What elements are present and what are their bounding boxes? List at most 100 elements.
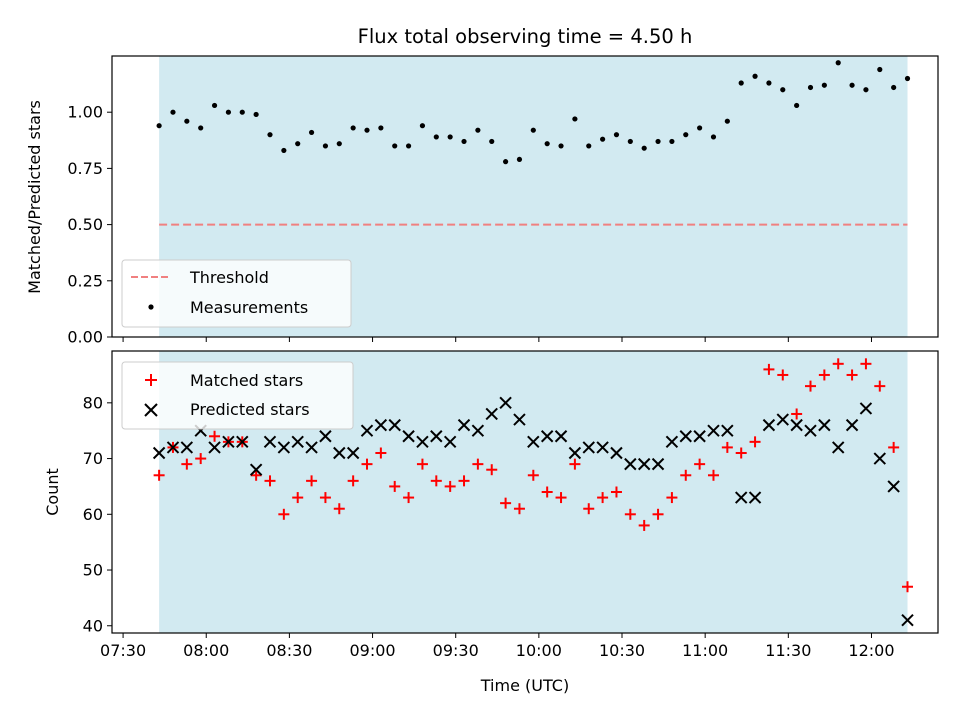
matched-point [250, 469, 262, 481]
x-tick-label: 07:30 [100, 641, 146, 660]
bottom-y-tick-label: 80 [83, 393, 103, 412]
measurement-point [780, 87, 786, 93]
matched-point [721, 441, 733, 453]
measurement-point [724, 118, 730, 124]
measurement-point [766, 80, 772, 86]
measurement-point [405, 143, 412, 149]
measurement-point [308, 129, 315, 136]
matched-point [777, 369, 789, 381]
measurement-point [281, 147, 287, 154]
x-tick-label: 09:30 [433, 641, 479, 660]
x-tick-label: 11:00 [682, 641, 728, 660]
predicted-point [236, 435, 249, 449]
matched-point [513, 503, 525, 515]
measurement-point [683, 132, 689, 138]
measurement-point [170, 109, 176, 115]
matched-point [333, 503, 345, 515]
measurement-point [807, 84, 814, 91]
predicted-point [693, 430, 706, 443]
measurement-point [600, 136, 606, 142]
measurement-point [502, 159, 509, 165]
top-legend: Threshold Measurements [121, 259, 352, 328]
measurement-point [530, 127, 536, 133]
predicted-point [651, 457, 665, 471]
measurement-point [184, 118, 190, 124]
matched-point [375, 447, 387, 459]
measurement-point [211, 102, 218, 109]
matched-point [292, 492, 304, 504]
top-legend-frame [121, 259, 352, 328]
chart-title: Flux total observing time = 4.50 h [358, 25, 693, 48]
matched-point [638, 519, 650, 531]
measurement-point [239, 109, 245, 115]
measurement-point [544, 141, 550, 147]
predicted-point [679, 430, 692, 443]
measurement-point [378, 125, 384, 131]
matched-point [666, 492, 678, 504]
predicted-point [582, 441, 595, 454]
predicted-point [374, 418, 388, 432]
measurement-point [475, 127, 481, 133]
matched-point [707, 469, 719, 481]
matched-point [652, 508, 664, 520]
predicted-point [832, 441, 845, 454]
measurement-point [572, 116, 578, 122]
x-tick-label: 11:30 [765, 641, 811, 660]
x-tick-label: 10:30 [599, 641, 645, 660]
matched-point [319, 492, 331, 504]
predicted-point [721, 424, 734, 437]
predicted-point [734, 491, 748, 504]
measurement-point [253, 111, 259, 118]
predicted-point [637, 457, 651, 471]
matched-point [735, 447, 747, 459]
predicted-point [596, 441, 609, 454]
legend-threshold-label: Threshold [189, 268, 269, 287]
matched-point [181, 458, 193, 470]
legend-predicted-label: Predicted stars [190, 400, 310, 419]
predicted-point [263, 435, 277, 449]
matched-point [597, 492, 609, 504]
predicted-point [887, 480, 900, 493]
matched-point [347, 475, 359, 487]
predicted-point [346, 446, 360, 460]
matched-point [500, 497, 512, 509]
predicted-point [859, 402, 873, 415]
predicted-point [416, 435, 429, 449]
predicted-point [277, 441, 291, 454]
measurement-point [392, 143, 398, 149]
predicted-point [707, 424, 720, 437]
measurement-point [350, 125, 356, 131]
measurement-point [835, 60, 841, 66]
measurement-point [710, 134, 717, 140]
matched-point [458, 475, 470, 487]
top-y-tick-label: 1.00 [67, 103, 103, 122]
matched-point [694, 458, 706, 470]
predicted-point [208, 441, 221, 454]
predicted-point [610, 446, 623, 460]
predicted-point [319, 430, 332, 443]
matched-point [569, 458, 581, 470]
matched-point [610, 486, 622, 498]
matched-point [888, 441, 900, 453]
predicted-point [665, 435, 679, 449]
matched-point [846, 369, 858, 381]
predicted-point [804, 424, 817, 437]
predicted-point [166, 441, 180, 454]
measurement-point [419, 123, 426, 129]
matched-point [902, 581, 914, 593]
matched-point [361, 458, 373, 470]
legend-measurements-label: Measurements [190, 298, 308, 317]
matched-point [763, 363, 775, 375]
matched-point [583, 503, 595, 515]
predicted-point [527, 435, 540, 449]
measurement-point [891, 84, 897, 91]
bottom-y-axis-label: Count [43, 468, 62, 516]
measurement-point [613, 132, 620, 138]
measurement-point [586, 143, 592, 149]
matched-point [444, 480, 456, 492]
measurement-point [821, 82, 827, 88]
matched-point [486, 464, 498, 476]
predicted-point [291, 435, 304, 449]
matched-point [264, 475, 276, 487]
